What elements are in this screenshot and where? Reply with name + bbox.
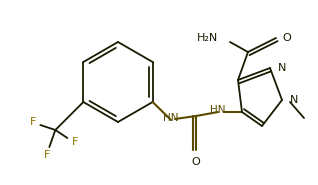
Text: O: O bbox=[192, 157, 200, 167]
Text: N: N bbox=[278, 63, 287, 73]
Text: HN: HN bbox=[210, 105, 225, 115]
Text: F: F bbox=[72, 137, 79, 147]
Text: O: O bbox=[282, 33, 291, 43]
Text: F: F bbox=[30, 117, 37, 127]
Text: N: N bbox=[290, 95, 298, 105]
Text: H₂N: H₂N bbox=[197, 33, 218, 43]
Text: F: F bbox=[44, 150, 51, 160]
Text: HN: HN bbox=[163, 113, 178, 123]
